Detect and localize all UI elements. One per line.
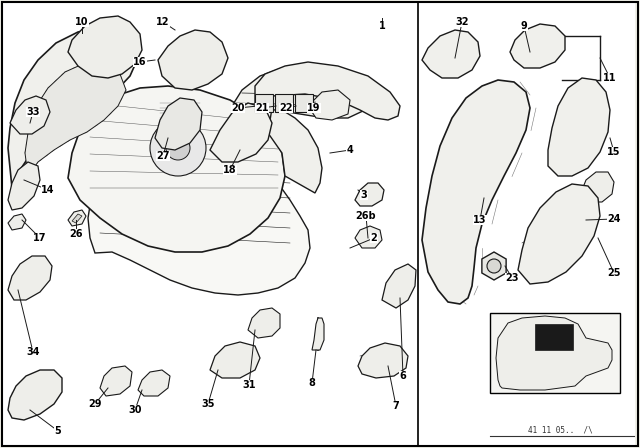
Polygon shape: [482, 252, 506, 280]
Polygon shape: [232, 64, 370, 118]
Polygon shape: [8, 28, 138, 188]
Polygon shape: [72, 214, 82, 223]
Text: 26b: 26b: [356, 211, 376, 221]
Text: 8: 8: [308, 378, 316, 388]
Text: 19: 19: [307, 103, 321, 113]
Text: 22: 22: [279, 103, 292, 113]
Polygon shape: [582, 172, 614, 202]
Polygon shape: [155, 98, 202, 150]
Polygon shape: [25, 63, 126, 176]
Text: 17: 17: [33, 233, 47, 243]
Text: 5: 5: [54, 426, 61, 436]
Text: 6: 6: [399, 371, 406, 381]
Polygon shape: [518, 184, 600, 284]
Polygon shape: [422, 80, 530, 304]
Text: 41 11 05..  /\: 41 11 05.. /\: [527, 426, 593, 435]
Polygon shape: [275, 94, 293, 112]
Polygon shape: [10, 96, 50, 134]
Text: 13: 13: [473, 215, 487, 225]
Polygon shape: [8, 214, 26, 230]
Polygon shape: [312, 318, 324, 350]
Polygon shape: [255, 94, 273, 112]
Text: 27: 27: [156, 151, 170, 161]
Text: 35: 35: [201, 399, 215, 409]
Polygon shape: [210, 103, 272, 162]
Polygon shape: [8, 370, 62, 420]
Text: 34: 34: [26, 347, 40, 357]
Polygon shape: [358, 343, 408, 378]
Polygon shape: [510, 24, 565, 68]
Polygon shape: [100, 366, 132, 396]
Text: 4: 4: [347, 145, 353, 155]
Text: 9: 9: [520, 21, 527, 31]
Text: 33: 33: [26, 107, 40, 117]
Circle shape: [150, 120, 206, 176]
Text: 21: 21: [255, 103, 269, 113]
Text: 18: 18: [223, 165, 237, 175]
Text: 11: 11: [604, 73, 617, 83]
Polygon shape: [255, 62, 400, 120]
Text: 20: 20: [231, 103, 244, 113]
Polygon shape: [158, 30, 228, 90]
Text: 24: 24: [607, 214, 621, 224]
Polygon shape: [268, 108, 322, 193]
Bar: [490, 313, 620, 393]
Text: 1: 1: [379, 21, 385, 31]
Text: 16: 16: [133, 57, 147, 67]
Text: 15: 15: [607, 147, 621, 157]
Text: 32: 32: [455, 17, 468, 27]
Polygon shape: [68, 86, 285, 252]
Circle shape: [166, 136, 190, 160]
Text: 31: 31: [243, 380, 256, 390]
Text: 10: 10: [76, 17, 89, 27]
Bar: [3, 3, 417, 445]
Polygon shape: [382, 264, 416, 308]
Polygon shape: [548, 78, 610, 176]
Text: 2: 2: [371, 233, 378, 243]
Polygon shape: [295, 94, 313, 112]
Polygon shape: [68, 210, 86, 226]
Text: 7: 7: [392, 401, 399, 411]
Polygon shape: [355, 226, 382, 248]
Text: 3: 3: [360, 190, 367, 200]
Bar: [535, 324, 573, 350]
Polygon shape: [248, 308, 280, 338]
Text: 12: 12: [156, 17, 170, 27]
Circle shape: [487, 259, 501, 273]
Polygon shape: [68, 16, 142, 78]
Polygon shape: [8, 162, 40, 210]
Bar: [419, 3, 635, 445]
Text: 30: 30: [128, 405, 141, 415]
Text: 14: 14: [41, 185, 55, 195]
Text: 29: 29: [88, 399, 102, 409]
Text: 26: 26: [69, 229, 83, 239]
Text: 23: 23: [505, 273, 519, 283]
Polygon shape: [8, 256, 52, 300]
Text: 25: 25: [607, 268, 621, 278]
Polygon shape: [496, 316, 612, 390]
Polygon shape: [308, 90, 350, 120]
Polygon shape: [550, 202, 590, 236]
Polygon shape: [210, 342, 260, 378]
Polygon shape: [355, 183, 384, 206]
Polygon shape: [88, 123, 310, 295]
Polygon shape: [138, 370, 170, 396]
Polygon shape: [422, 30, 480, 78]
